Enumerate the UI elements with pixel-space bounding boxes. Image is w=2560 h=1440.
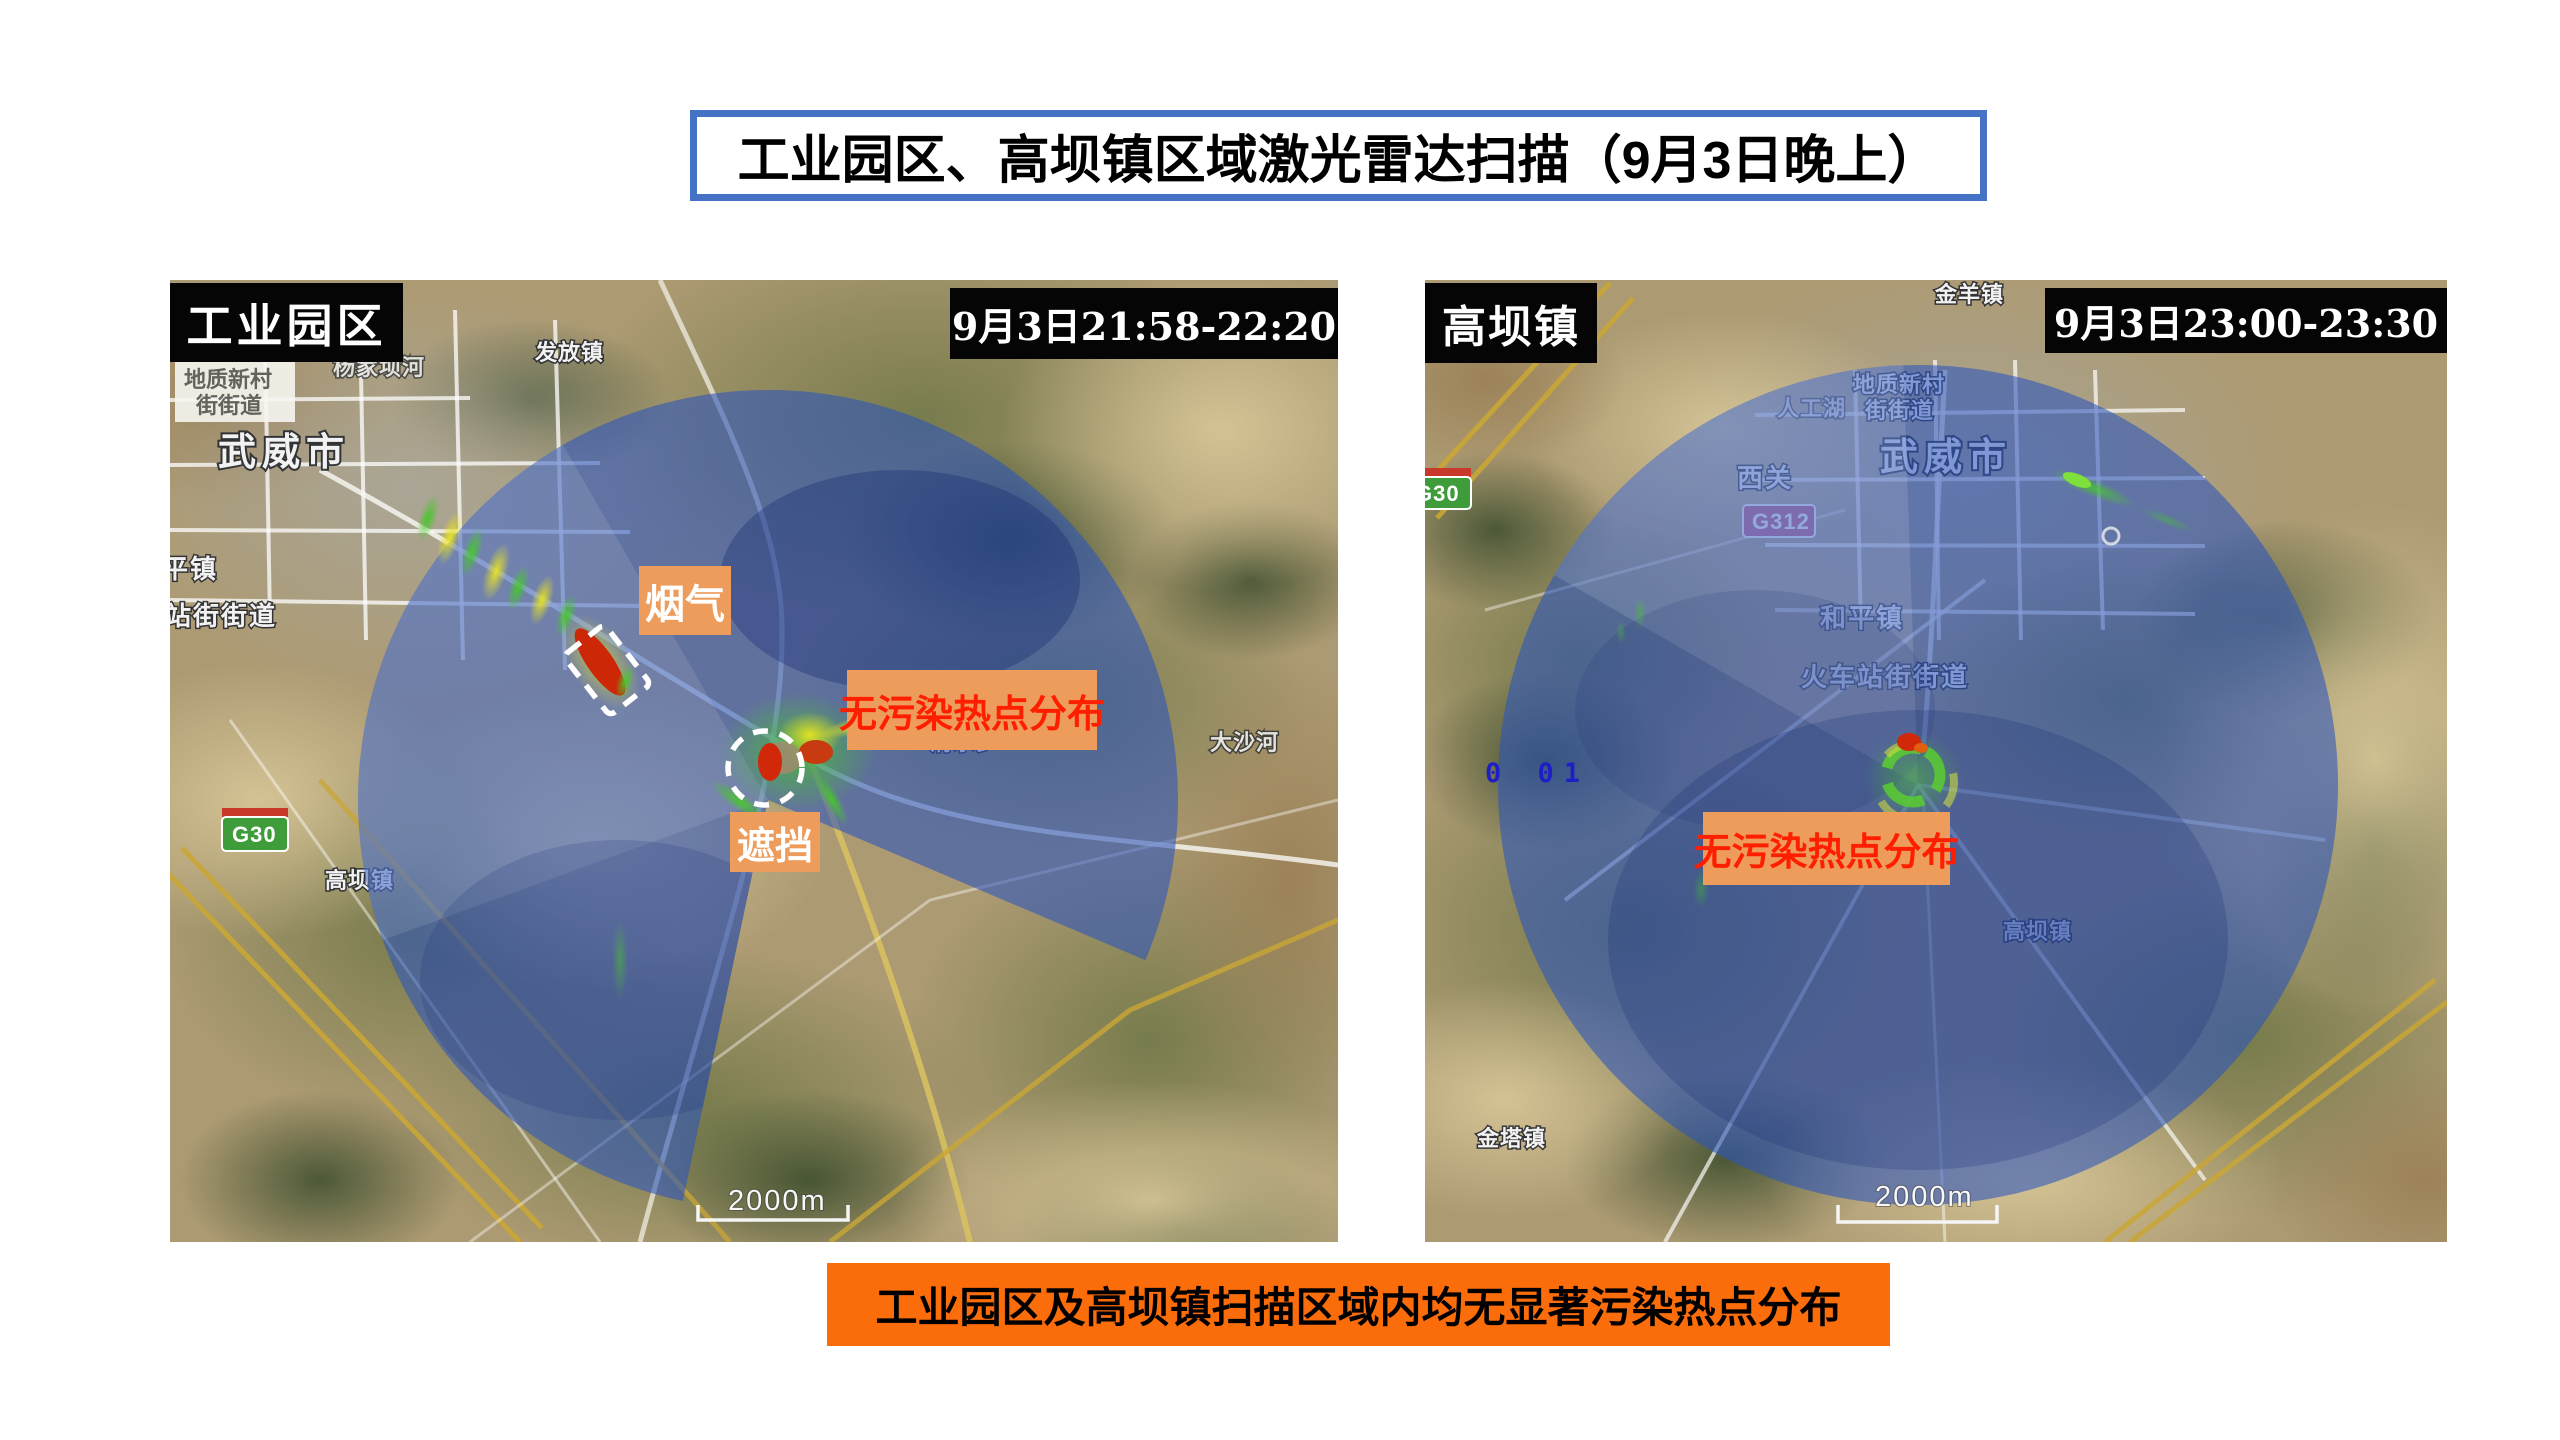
map-label-dashahe: 大沙河 bbox=[1210, 730, 1279, 755]
map-label-jinyangzhen: 金羊镇 bbox=[1934, 282, 2004, 307]
svg-text:G30: G30 bbox=[1425, 481, 1460, 506]
slide-title-box: 工业园区、高坝镇区域激光雷达扫描（9月3日晚上） bbox=[690, 110, 1987, 201]
g30-highway-shield: G30 bbox=[221, 808, 289, 852]
scale-bar-left: 2000m bbox=[696, 1184, 850, 1222]
gaoba-town-map-image: 金羊镇 地质新村 街街道 人工湖 武威市 西关 G312 和平镇 火车站街街道 … bbox=[1425, 280, 2447, 1242]
scale-bar-right: 2000m bbox=[1836, 1180, 1999, 1224]
no-hotspot-annotation-left: 无污染热点分布 bbox=[839, 670, 1105, 750]
map-label-dizhixincun: 地质新村 bbox=[184, 367, 272, 392]
map-label-hepingzhen-partial: 平镇 bbox=[170, 554, 218, 584]
right-map-time-badge: 9月3日23:00-23:30 bbox=[2045, 288, 2447, 353]
g30-highway-shield: G30 bbox=[1425, 468, 1472, 510]
occlusion-annotation: 遮挡 bbox=[730, 812, 820, 872]
conclusion-banner: 工业园区及高坝镇扫描区域内均无显著污染热点分布 bbox=[827, 1263, 1890, 1346]
gaoba-town-map: 金羊镇 地质新村 街街道 人工湖 武威市 西关 G312 和平镇 火车站街街道 … bbox=[1425, 280, 2447, 1242]
industrial-park-map: 地质新村 街街道 武威市 平镇 站街街道 发放镇 杨家坝河 清水乡 大沙河 高坝… bbox=[170, 280, 1338, 1242]
district-label-box bbox=[175, 362, 295, 422]
lidar-osd-readout: 0 01 bbox=[1485, 758, 1591, 789]
map-label-jintazhen: 金塔镇 bbox=[1476, 1126, 1546, 1151]
smoke-dashed-box bbox=[562, 623, 652, 717]
annotation-shapes bbox=[562, 623, 805, 808]
slide-title: 工业园区、高坝镇区域激光雷达扫描（9月3日晚上） bbox=[737, 132, 1940, 190]
aerosol-returns bbox=[416, 495, 901, 1000]
left-map-time-badge: 9月3日21:58-22:20 bbox=[950, 288, 1338, 359]
smoke-annotation: 烟气 bbox=[639, 566, 731, 635]
occlusion-dashed-circle bbox=[725, 728, 805, 808]
svg-text:2000m: 2000m bbox=[1875, 1181, 1974, 1213]
right-map-title-badge: 高坝镇 bbox=[1425, 283, 1597, 363]
map-label-wuwei-city: 武威市 bbox=[218, 432, 350, 474]
svg-text:2000m: 2000m bbox=[728, 1185, 827, 1217]
map-label-jiejiedao: 街街道 bbox=[195, 393, 262, 418]
conclusion-text: 工业园区及高坝镇扫描区域内均无显著污染热点分布 bbox=[875, 1284, 1842, 1331]
left-map-title-badge: 工业园区 bbox=[170, 283, 403, 362]
map-label-fafangzhen: 发放镇 bbox=[534, 340, 604, 365]
industrial-park-map-image: 地质新村 街街道 武威市 平镇 站街街道 发放镇 杨家坝河 清水乡 大沙河 高坝… bbox=[170, 280, 1338, 1242]
no-hotspot-annotation-right: 无污染热点分布 bbox=[1694, 812, 1960, 885]
aerosol-returns bbox=[1616, 468, 2194, 909]
map-label-zhanjie-partial: 站街街道 bbox=[170, 601, 277, 631]
lidar-scan-light-wedge bbox=[1554, 365, 1918, 785]
svg-text:G30: G30 bbox=[232, 822, 277, 847]
